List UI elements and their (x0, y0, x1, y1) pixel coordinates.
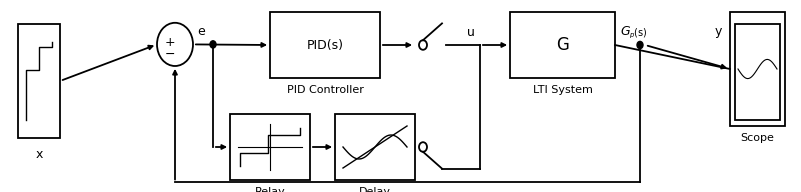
Text: Delay: Delay (359, 187, 391, 192)
Bar (335, 114, 415, 180)
Bar (510, 12, 615, 78)
Text: $_p$(s): $_p$(s) (629, 27, 647, 41)
Bar (18, 24, 60, 138)
Text: PID(s): PID(s) (307, 39, 344, 51)
Text: x: x (35, 148, 42, 161)
Text: u: u (467, 26, 475, 39)
Bar (735, 24, 780, 120)
Circle shape (210, 41, 216, 48)
Text: y: y (714, 25, 722, 38)
Text: PID Controller: PID Controller (287, 85, 364, 95)
Text: G: G (620, 25, 630, 38)
Circle shape (637, 41, 643, 49)
Bar (230, 114, 310, 180)
Bar (730, 12, 785, 126)
Text: Relay: Relay (255, 187, 285, 192)
Bar (270, 12, 380, 78)
Text: G: G (556, 36, 569, 54)
Text: LTI System: LTI System (533, 85, 593, 95)
Text: Scope: Scope (741, 133, 775, 143)
Text: +: + (165, 36, 175, 49)
Text: e: e (197, 25, 205, 38)
Text: −: − (165, 47, 175, 60)
